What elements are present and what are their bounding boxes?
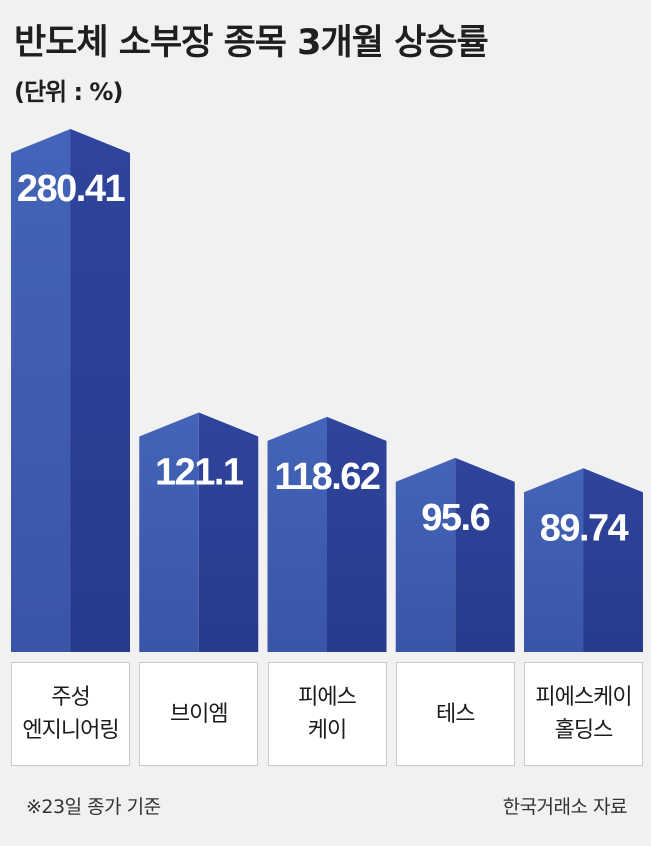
bar-right-face (198, 412, 259, 652)
bar-left-face (524, 468, 584, 652)
bar-right-face (327, 416, 387, 652)
category-label-box: 주성 엔지니어링 (11, 662, 130, 766)
bar-chart: 280.41 121.1 118.62 95.6 89.74 (11, 129, 643, 652)
bar-value-label: 95.6 (421, 497, 489, 539)
category-label: 피에스 케이 (298, 685, 357, 743)
category-label: 피에스케이 홀딩스 (535, 685, 632, 743)
category-label: 브이엠 (169, 701, 229, 727)
bar-left-face (395, 457, 456, 652)
chart-title: 반도체 소부장 종목 3개월 상승률 (14, 23, 489, 63)
category-label-box: 피에스케이 홀딩스 (524, 662, 643, 766)
source-credit: 한국거래소 자료 (502, 796, 628, 818)
category-label: 테스 (436, 701, 475, 727)
category-label: 주성 엔지니어링 (22, 685, 119, 743)
unit-label: (단위 : %) (14, 78, 123, 106)
bar-value-label: 89.74 (540, 507, 629, 549)
bar-right-face (455, 457, 515, 652)
bar-left-face (267, 416, 327, 652)
bar-left-face (11, 129, 71, 652)
bar-right-face (70, 129, 130, 652)
bar-value-label: 118.62 (274, 456, 379, 498)
bar-value-label: 280.41 (17, 168, 126, 210)
category-label-box: 피에스 케이 (267, 662, 387, 766)
bar-right-face (583, 468, 643, 652)
category-label-box: 테스 (395, 662, 515, 766)
footnote: ※23일 종가 기준 (26, 796, 161, 818)
bar-value-label: 121.1 (155, 451, 244, 493)
bar-left-face (139, 412, 199, 652)
category-label-box: 브이엠 (139, 662, 259, 766)
